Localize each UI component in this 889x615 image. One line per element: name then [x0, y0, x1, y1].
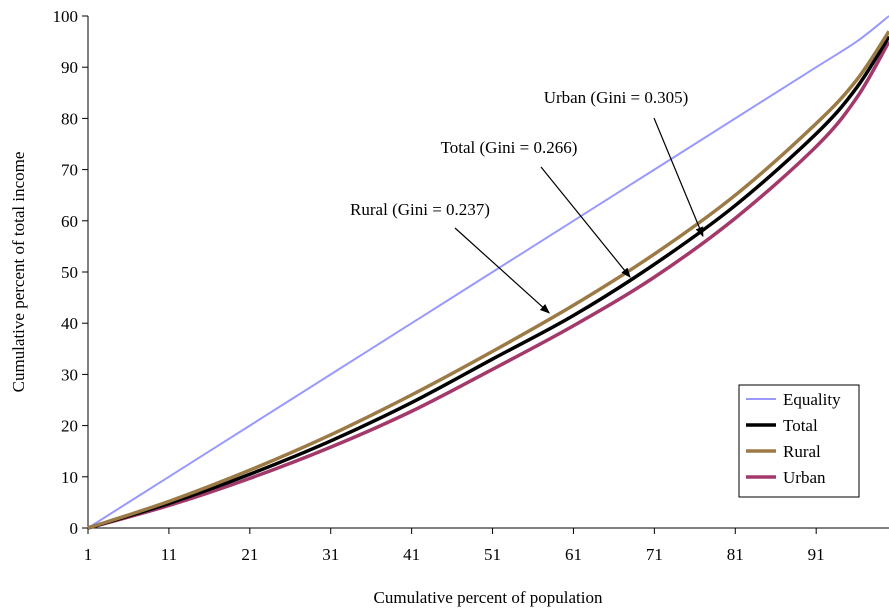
- legend-label-equality: Equality: [783, 390, 841, 409]
- annotation-arrow: [454, 227, 550, 314]
- x-axis-title: Cumulative percent of population: [374, 588, 603, 607]
- x-tick-label: 61: [565, 545, 582, 564]
- x-tick-label: 91: [808, 545, 825, 564]
- legend-label-total: Total: [783, 416, 818, 435]
- annotation-label: Urban (Gini = 0.305): [544, 88, 689, 107]
- y-tick-label: 100: [53, 7, 79, 26]
- y-tick-label: 30: [61, 365, 78, 384]
- x-tick-label: 41: [403, 545, 420, 564]
- y-tick-label: 0: [70, 519, 79, 538]
- y-tick-label: 70: [61, 161, 78, 180]
- y-tick-label: 80: [61, 109, 78, 128]
- x-axis: 1 11 21 31 41 51 61 71 81 91: [84, 528, 825, 564]
- legend-label-urban: Urban: [783, 468, 826, 487]
- series-line-urban: [87, 40, 889, 530]
- y-axis: 0 10 20 30 40 50 60 70 80 90 100: [53, 7, 88, 538]
- annotation-label: Total (Gini = 0.266): [441, 138, 578, 157]
- y-tick-label: 10: [61, 468, 78, 487]
- x-tick-label: 31: [322, 545, 339, 564]
- series-line-total: [87, 35, 889, 530]
- annotation-arrow: [540, 166, 631, 278]
- legend: Equality Total Rural Urban: [738, 384, 860, 498]
- series-line-equality: [87, 15, 889, 529]
- y-axis-title: Cumulative percent of total income: [9, 152, 28, 393]
- series-layer: [87, 15, 889, 530]
- annotations: Urban (Gini = 0.305) Total (Gini = 0.266)…: [350, 88, 704, 314]
- legend-label-rural: Rural: [783, 442, 821, 461]
- x-tick-label: 11: [161, 545, 177, 564]
- y-tick-label: 50: [61, 263, 78, 282]
- y-tick-label: 20: [61, 417, 78, 436]
- x-tick-label: 1: [84, 545, 93, 564]
- x-tick-label: 51: [484, 545, 501, 564]
- x-tick-label: 21: [241, 545, 258, 564]
- y-tick-label: 60: [61, 212, 78, 231]
- x-tick-label: 71: [646, 545, 663, 564]
- y-tick-label: 40: [61, 314, 78, 333]
- series-line-rural: [87, 30, 889, 530]
- annotation-label: Rural (Gini = 0.237): [350, 200, 490, 219]
- y-tick-label: 90: [61, 58, 78, 77]
- annotation-arrow: [653, 117, 704, 238]
- x-tick-label: 81: [727, 545, 744, 564]
